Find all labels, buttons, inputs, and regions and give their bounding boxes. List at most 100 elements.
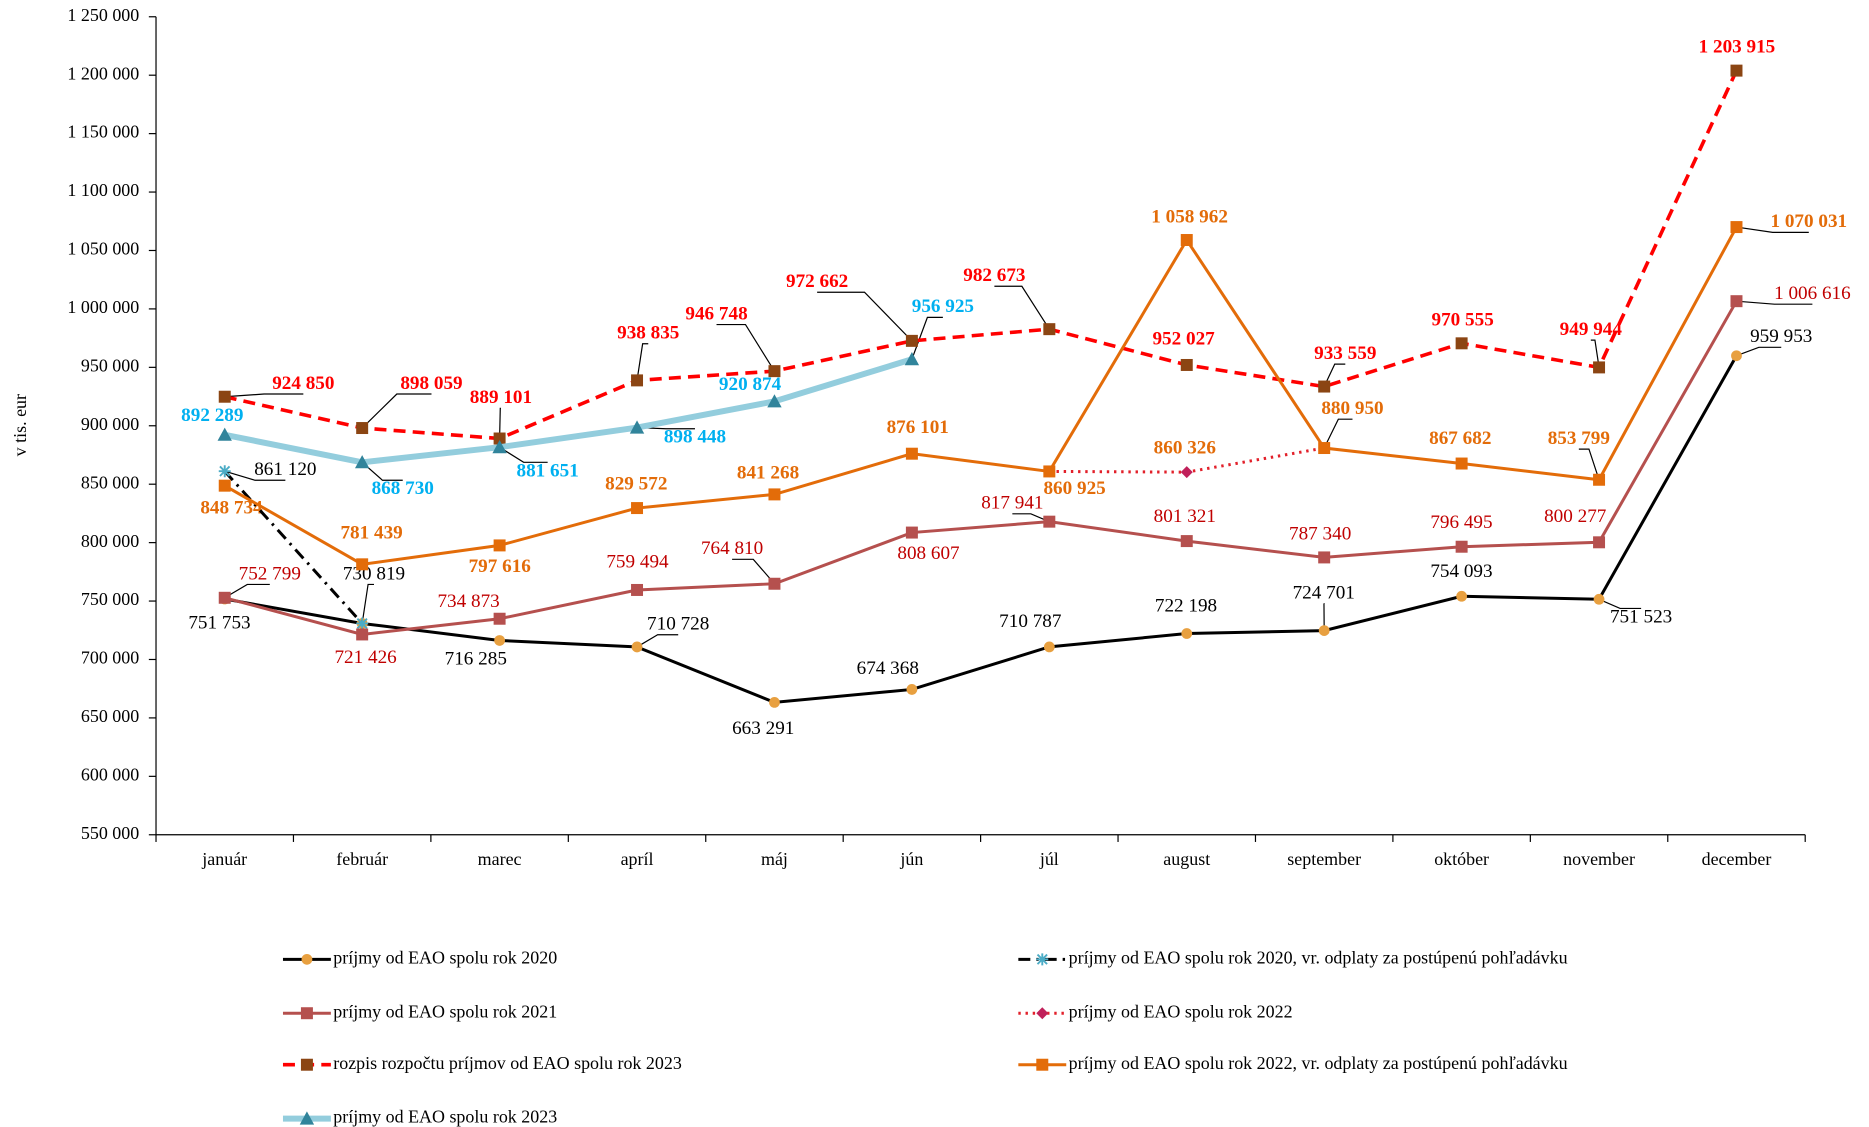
data-label: 867 682 bbox=[1429, 428, 1491, 449]
leader-line bbox=[1012, 513, 1050, 523]
marker bbox=[1455, 540, 1468, 553]
marker bbox=[905, 447, 918, 460]
data-label: 933 559 bbox=[1314, 343, 1376, 364]
leader-line bbox=[1736, 300, 1813, 305]
x-tick-label: február bbox=[336, 849, 388, 869]
x-tick-label: september bbox=[1287, 849, 1361, 869]
leader-line bbox=[817, 291, 913, 342]
series-line bbox=[224, 354, 1738, 704]
leader-line bbox=[224, 470, 286, 481]
marker bbox=[493, 432, 506, 445]
marker bbox=[1730, 221, 1743, 234]
marker bbox=[1180, 535, 1193, 548]
data-label: 710 787 bbox=[999, 611, 1062, 632]
marker bbox=[768, 577, 781, 590]
legend-marker bbox=[299, 1111, 315, 1125]
leader-line bbox=[636, 343, 649, 381]
marker bbox=[904, 352, 920, 366]
data-label: 1 006 616 bbox=[1774, 283, 1851, 304]
marker bbox=[1043, 515, 1056, 528]
marker bbox=[1456, 590, 1468, 602]
data-label: 982 673 bbox=[963, 265, 1025, 286]
y-tick-label: 700 000 bbox=[81, 648, 139, 668]
legend-label: príjmy od EAO spolu rok 2020, vr. odplat… bbox=[1069, 947, 1568, 967]
legend-label: príjmy od EAO spolu rok 2021 bbox=[333, 1001, 557, 1021]
x-tick-label: máj bbox=[761, 849, 788, 869]
marker bbox=[1318, 442, 1331, 455]
marker bbox=[631, 502, 644, 515]
y-tick-label: 1 150 000 bbox=[67, 122, 139, 142]
leader-line bbox=[1736, 346, 1782, 357]
marker bbox=[218, 591, 231, 604]
data-label: 880 950 bbox=[1321, 398, 1383, 419]
marker bbox=[1318, 625, 1330, 637]
leader-line bbox=[499, 407, 501, 439]
marker bbox=[492, 440, 507, 454]
marker bbox=[1180, 358, 1193, 371]
marker bbox=[1455, 457, 1468, 470]
leader-line bbox=[361, 583, 374, 624]
x-tick-label: jún bbox=[899, 849, 923, 869]
data-label: 1 058 962 bbox=[1151, 206, 1228, 227]
x-tick-label: október bbox=[1434, 849, 1489, 869]
data-label: 970 555 bbox=[1432, 309, 1494, 330]
marker bbox=[493, 612, 506, 625]
marker bbox=[356, 558, 369, 571]
marker bbox=[1181, 628, 1193, 639]
y-tick-label: 650 000 bbox=[81, 706, 139, 726]
leader-line bbox=[224, 583, 270, 599]
data-label: 876 101 bbox=[887, 417, 949, 438]
y-tick-label: 1 000 000 bbox=[67, 297, 139, 317]
data-label: 808 607 bbox=[897, 543, 960, 564]
legend-label: rozpis rozpočtu príjmov od EAO spolu rok… bbox=[333, 1053, 682, 1073]
y-tick-label: 900 000 bbox=[81, 414, 139, 434]
data-label: 787 340 bbox=[1289, 524, 1351, 545]
y-tick-label: 950 000 bbox=[81, 355, 139, 375]
data-label: 663 291 bbox=[732, 718, 794, 739]
marker bbox=[1593, 473, 1606, 486]
series-line bbox=[223, 470, 364, 625]
leader-line bbox=[224, 393, 304, 398]
data-label: 710 728 bbox=[647, 614, 709, 635]
marker bbox=[631, 374, 644, 387]
legend-marker bbox=[1036, 1007, 1049, 1020]
data-label: 797 616 bbox=[469, 556, 532, 577]
data-label: 716 285 bbox=[445, 648, 507, 669]
data-label: 781 439 bbox=[340, 523, 402, 544]
marker bbox=[629, 420, 645, 434]
series-line bbox=[223, 226, 1738, 566]
leader-line bbox=[499, 446, 548, 463]
marker bbox=[1593, 536, 1606, 549]
data-label: 892 289 bbox=[181, 405, 243, 426]
data-label: 754 093 bbox=[1430, 561, 1492, 582]
x-tick-label: marec bbox=[478, 849, 522, 869]
data-label: 959 953 bbox=[1750, 326, 1812, 347]
y-axis-title: v tis. eur bbox=[10, 394, 30, 456]
data-label: 956 925 bbox=[912, 296, 974, 317]
data-label: 829 572 bbox=[605, 473, 667, 494]
y-tick-label: 550 000 bbox=[81, 823, 139, 843]
marker bbox=[1318, 380, 1331, 393]
marker bbox=[905, 334, 918, 347]
data-label: 751 523 bbox=[1610, 606, 1672, 627]
x-tick-label: november bbox=[1563, 849, 1635, 869]
data-labels: 751 753 730 819 716 285 710 728 663 291 674 3… bbox=[181, 36, 1851, 738]
data-label: 841 268 bbox=[737, 463, 799, 484]
data-label: 952 027 bbox=[1152, 329, 1215, 350]
data-label: 889 101 bbox=[470, 387, 532, 408]
marker bbox=[356, 617, 369, 630]
leader-line bbox=[732, 558, 775, 585]
marker bbox=[218, 479, 231, 492]
leader-line bbox=[1590, 339, 1600, 368]
data-label: 817 941 bbox=[981, 493, 1043, 514]
data-label: 860 326 bbox=[1154, 438, 1217, 459]
marker bbox=[1318, 551, 1331, 564]
y-tick-label: 1 250 000 bbox=[67, 5, 139, 25]
data-label: 759 494 bbox=[606, 551, 669, 572]
marker bbox=[905, 526, 918, 539]
data-label: 898 059 bbox=[400, 373, 462, 394]
legend-label: príjmy od EAO spolu rok 2023 bbox=[333, 1107, 557, 1127]
y-tick-label: 1 100 000 bbox=[67, 180, 139, 200]
leader-line bbox=[1323, 418, 1353, 449]
leader-line bbox=[1736, 226, 1809, 233]
